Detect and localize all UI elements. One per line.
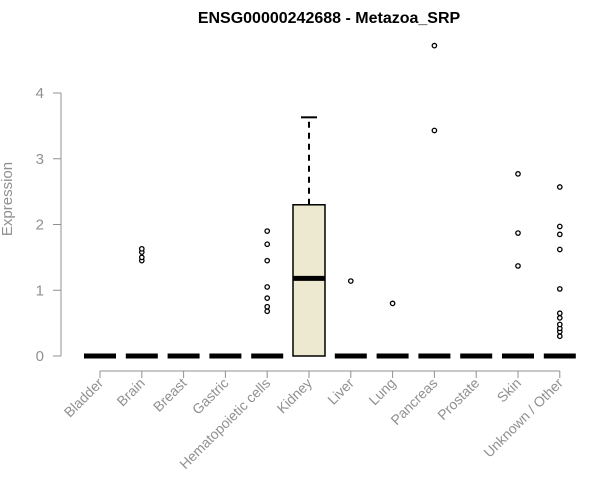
axes: 0 1 2 3 4 [36, 85, 561, 378]
x-tick-label: Liver [324, 375, 357, 408]
outlier-point [138, 245, 145, 252]
outlier-point [556, 310, 563, 317]
outlier-point [138, 254, 145, 261]
outlier-point [389, 300, 396, 307]
outlier-point [556, 333, 563, 340]
outlier-point [515, 263, 521, 269]
outlier-point [515, 230, 521, 236]
outlier-point [431, 42, 438, 49]
y-tick-label: 2 [36, 217, 44, 234]
outlier-point [556, 315, 563, 321]
box-unknown-other [543, 184, 576, 359]
box-brain [125, 245, 158, 359]
outlier-point [347, 278, 354, 284]
outlier-point [556, 231, 563, 238]
outlier-point [264, 257, 271, 264]
outlier-point [556, 286, 563, 292]
x-tick-label: Prostate [434, 375, 482, 423]
box-pancreas [418, 42, 451, 359]
outlier-point [264, 228, 271, 234]
outlier-point [264, 303, 271, 310]
x-tick-label: Lung [365, 375, 398, 408]
x-tick-label: Unknown / Other [480, 375, 566, 461]
outlier-point [556, 246, 563, 253]
box-lung [376, 300, 409, 359]
boxes [84, 42, 576, 359]
box-skin [502, 171, 534, 359]
y-tick-label: 1 [36, 282, 44, 299]
x-tick-label: Bladder [61, 375, 107, 421]
y-tick-label: 3 [36, 151, 44, 168]
box-liver [334, 278, 367, 359]
outlier-point [264, 295, 271, 301]
outlier-point [515, 171, 521, 177]
outlier-point [264, 241, 271, 248]
chart-title: ENSG00000242688 - Metazoa_SRP [198, 10, 461, 27]
x-tick-label: Brain [113, 375, 147, 409]
box-kidney [292, 116, 326, 357]
outlier-point [556, 223, 563, 230]
y-axis-label: Expression [0, 162, 16, 236]
outlier-point [264, 284, 271, 290]
outlier-point [264, 308, 271, 315]
y-tick-label: 4 [36, 85, 44, 102]
x-tick-label: Skin [494, 375, 525, 406]
outlier-point [556, 321, 563, 328]
outlier-point [556, 184, 563, 190]
x-tick-label: Kidney [274, 375, 316, 417]
x-tick-label: Breast [150, 375, 190, 415]
y-tick-label: 0 [36, 348, 44, 365]
outlier-point [431, 127, 438, 134]
box-hematopoietic-cells [251, 228, 284, 359]
